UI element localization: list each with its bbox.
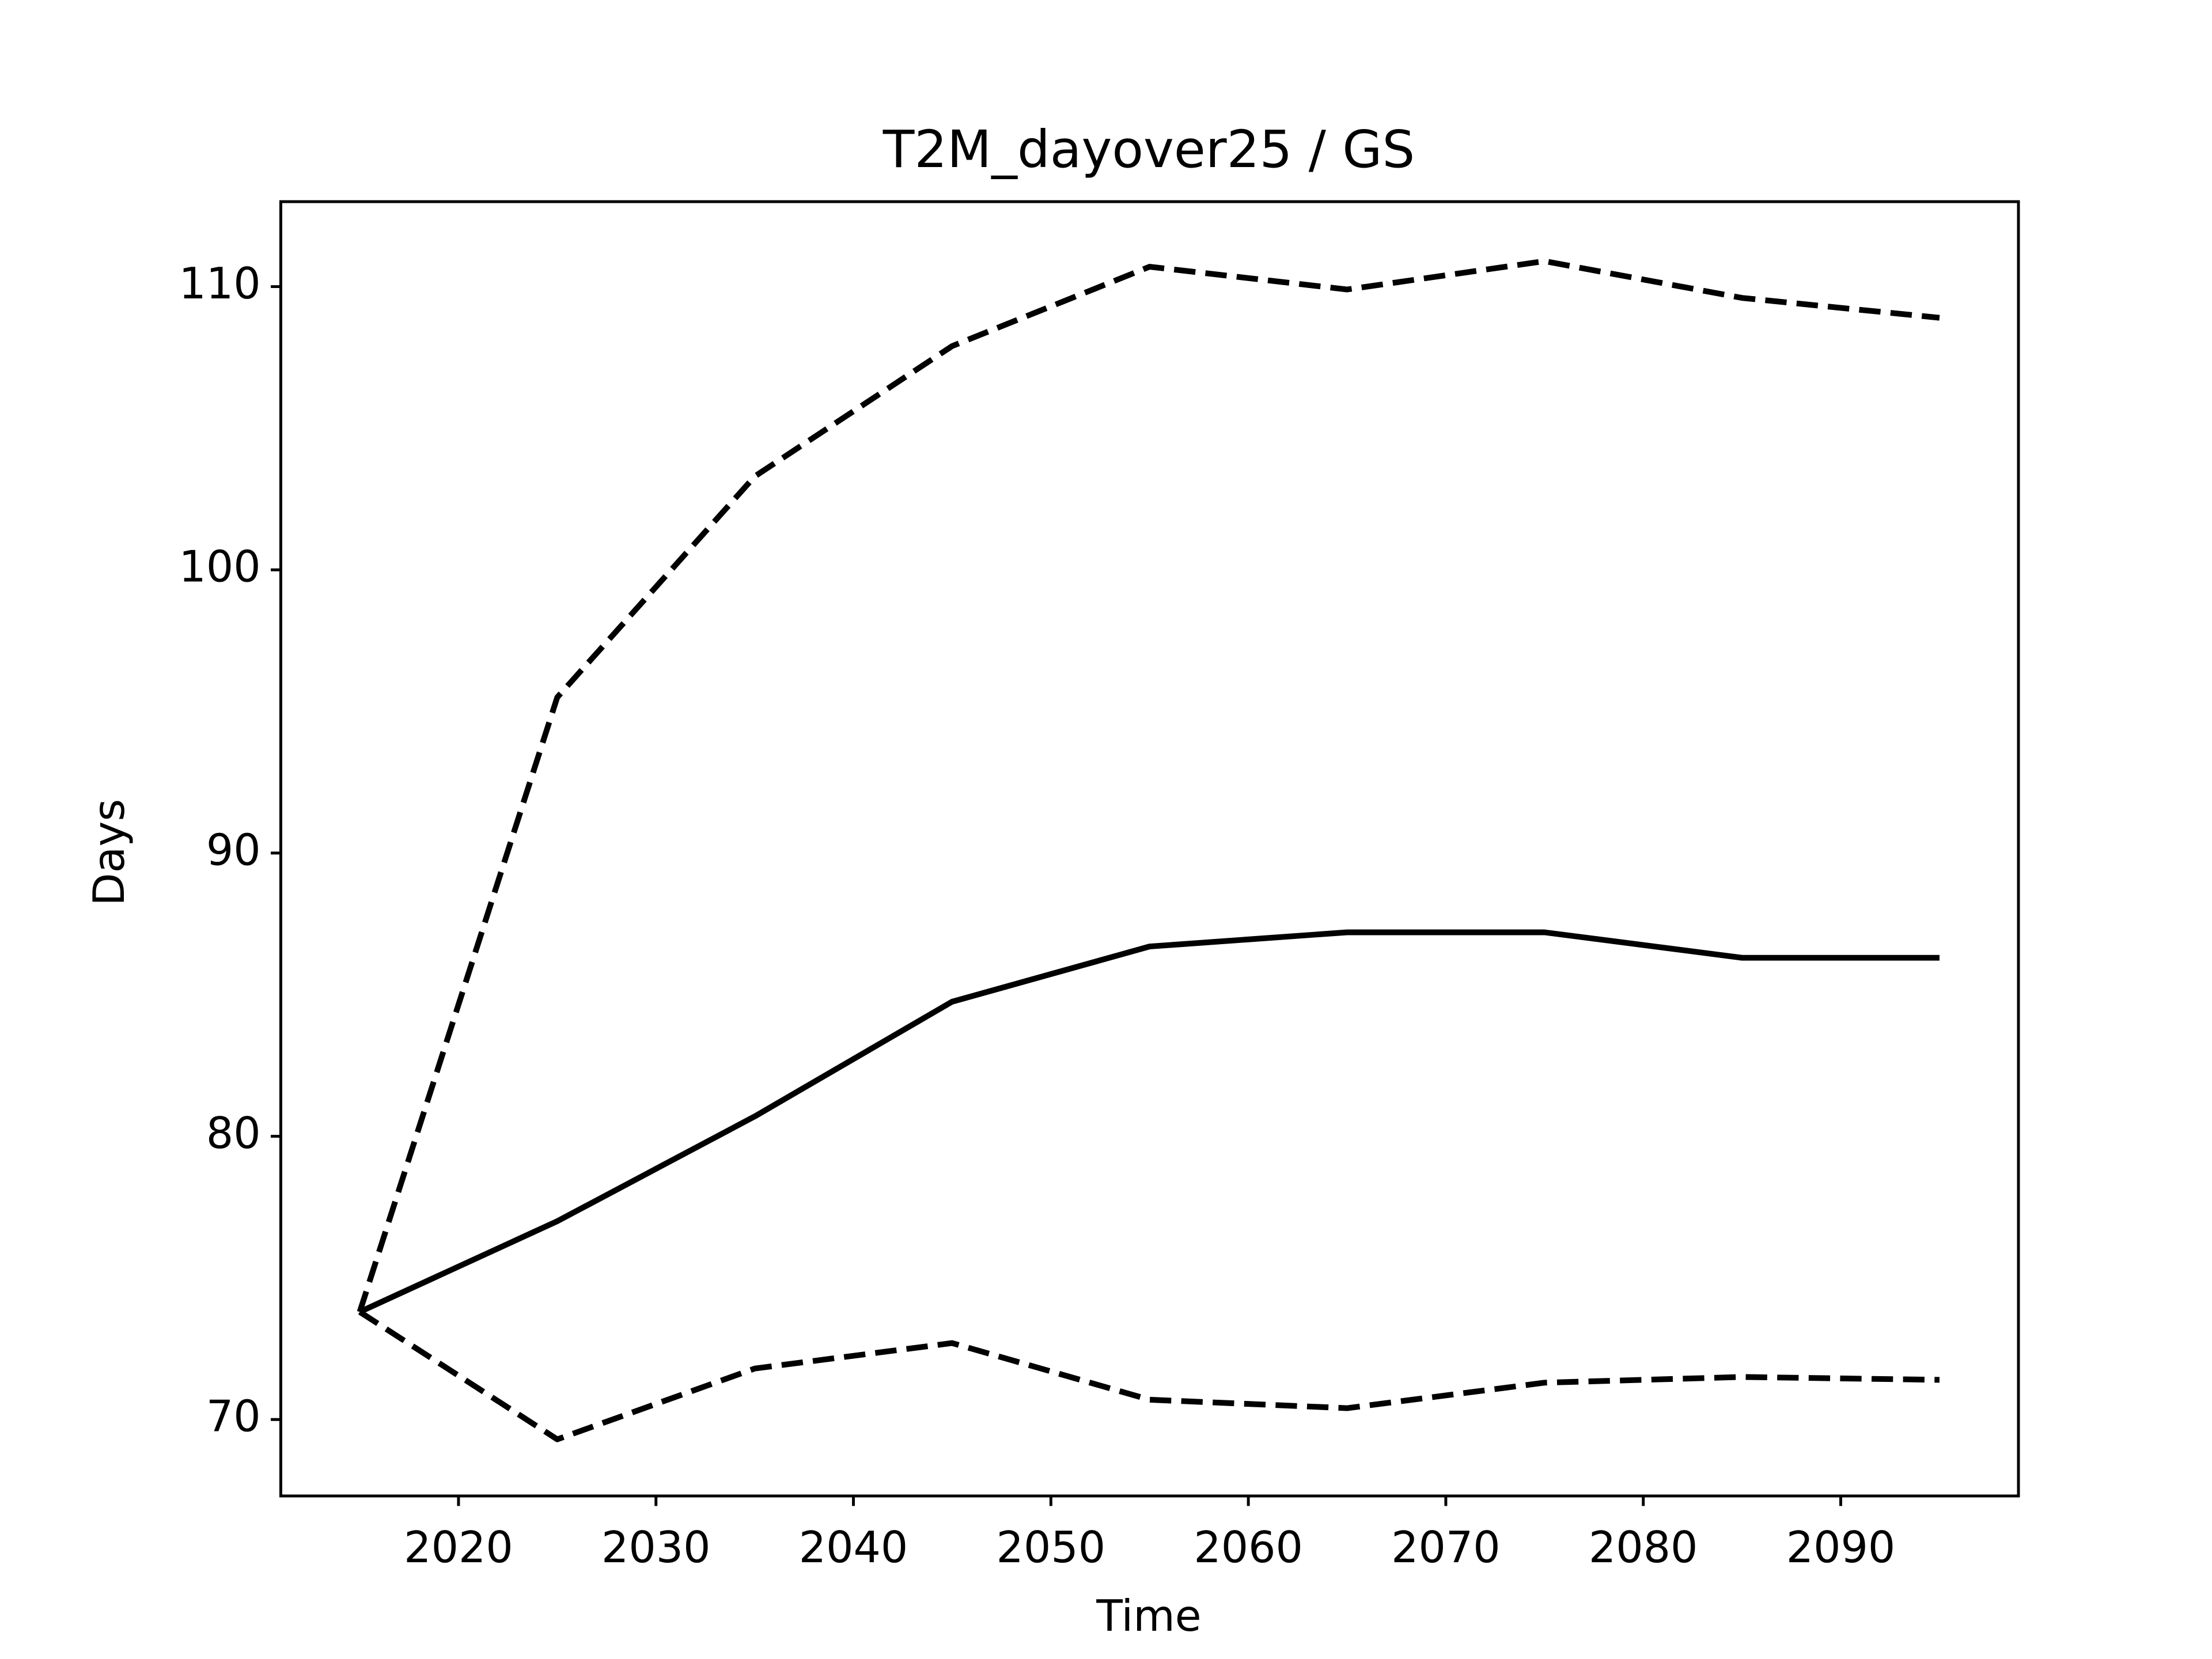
x-axis-label: Time: [1096, 1591, 1201, 1641]
x-tick-label: 2080: [1589, 1522, 1698, 1573]
plot-frame: [279, 200, 2020, 1498]
y-tick-label: 100: [179, 542, 261, 592]
x-tick-label: 2070: [1391, 1522, 1501, 1573]
y-tick-label: 70: [206, 1392, 261, 1442]
y-axis-label: Days: [84, 799, 134, 906]
x-tick-label: 2090: [1786, 1522, 1896, 1573]
chart-title: T2M_dayover25 / GS: [882, 120, 1415, 180]
y-tick-label: 110: [179, 259, 261, 309]
y-tick-label: 90: [206, 825, 261, 875]
x-tick-label: 2020: [404, 1522, 513, 1573]
x-tick-label: 2030: [601, 1522, 711, 1573]
x-tick-label: 2060: [1194, 1522, 1303, 1573]
x-tick-label: 2050: [997, 1522, 1106, 1573]
line-series: [358, 929, 1940, 1315]
x-tick-label: 2040: [799, 1522, 908, 1573]
y-tick-label: 80: [206, 1108, 261, 1158]
line-series: [357, 258, 1940, 1313]
